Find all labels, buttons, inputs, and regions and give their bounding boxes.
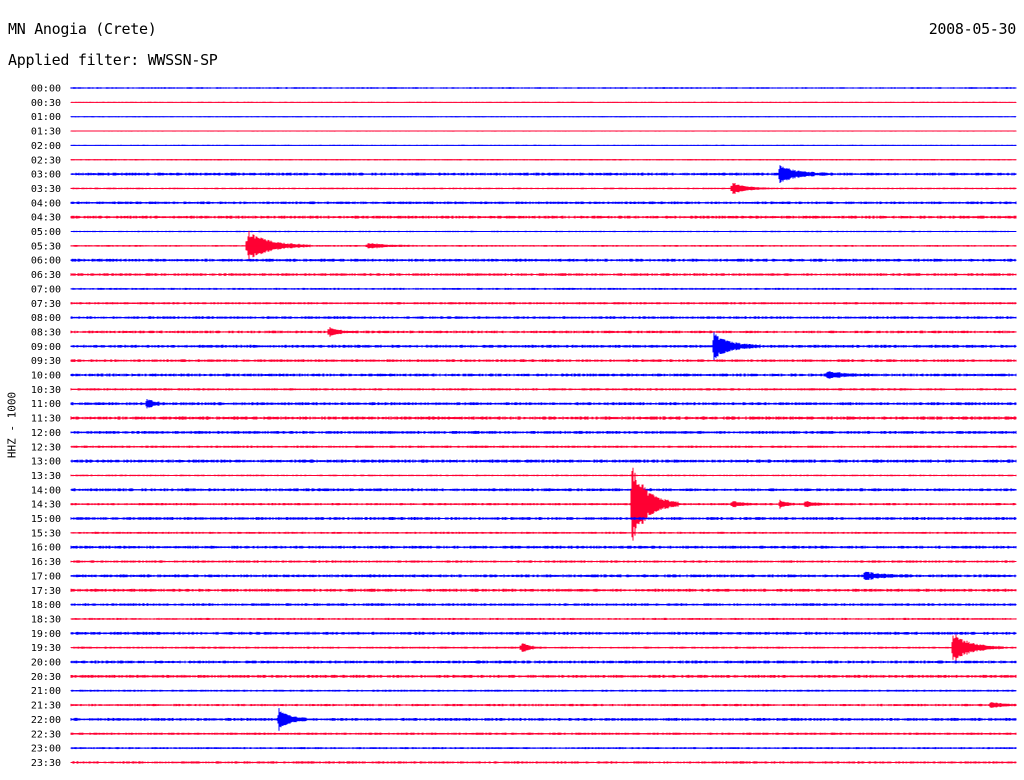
filter-label: Applied filter: WWSSN-SP <box>8 51 218 69</box>
time-tick-label: 09:30 <box>31 356 61 367</box>
time-tick-label: 02:00 <box>31 141 61 152</box>
time-tick-label: 10:00 <box>31 371 61 382</box>
station-title: MN Anogia (Crete) <box>8 20 157 38</box>
time-tick-label: 15:30 <box>31 528 61 539</box>
time-tick-label: 00:30 <box>31 98 61 109</box>
time-tick-label: 02:30 <box>31 155 61 166</box>
seismic-traces <box>70 87 1017 764</box>
time-tick-label: 22:00 <box>31 715 61 726</box>
time-tick-labels: 00:00 00:30 01:00 01:30 02:00 02:30 03:00 03:30… <box>31 84 61 769</box>
time-tick-label: 21:30 <box>31 701 61 712</box>
time-tick-label: 18:00 <box>31 600 61 611</box>
time-tick-label: 20:00 <box>31 658 61 669</box>
time-tick-label: 03:00 <box>31 170 61 181</box>
time-tick-label: 23:30 <box>31 758 61 769</box>
time-tick-label: 06:00 <box>31 256 61 267</box>
time-tick-label: 04:30 <box>31 213 61 224</box>
time-tick-label: 08:00 <box>31 313 61 324</box>
time-tick-label: 11:00 <box>31 399 61 410</box>
time-tick-label: 12:30 <box>31 442 61 453</box>
time-tick-label: 12:00 <box>31 428 61 439</box>
time-tick-label: 07:30 <box>31 299 61 310</box>
time-tick-label: 11:30 <box>31 414 61 425</box>
time-tick-label: 18:30 <box>31 614 61 625</box>
time-tick-label: 13:00 <box>31 457 61 468</box>
time-tick-label: 19:00 <box>31 629 61 640</box>
time-tick-label: 17:00 <box>31 571 61 582</box>
time-tick-label: 21:00 <box>31 686 61 697</box>
time-tick-label: 00:00 <box>31 84 61 95</box>
time-tick-label: 16:30 <box>31 557 61 568</box>
time-tick-label: 20:30 <box>31 672 61 683</box>
time-tick-label: 04:00 <box>31 198 61 209</box>
time-tick-label: 23:00 <box>31 744 61 755</box>
time-tick-label: 17:30 <box>31 586 61 597</box>
time-tick-label: 16:00 <box>31 543 61 554</box>
time-tick-label: 14:30 <box>31 500 61 511</box>
time-tick-label: 09:00 <box>31 342 61 353</box>
time-tick-label: 06:30 <box>31 270 61 281</box>
time-tick-label: 19:30 <box>31 643 61 654</box>
time-tick-label: 14:00 <box>31 485 61 496</box>
time-tick-label: 15:00 <box>31 514 61 525</box>
time-tick-label: 05:00 <box>31 227 61 238</box>
time-tick-label: 03:30 <box>31 184 61 195</box>
time-tick-label: 13:30 <box>31 471 61 482</box>
time-tick-label: 05:30 <box>31 241 61 252</box>
time-tick-label: 08:30 <box>31 327 61 338</box>
time-tick-label: 07:00 <box>31 284 61 295</box>
time-tick-label: 10:30 <box>31 385 61 396</box>
record-date: 2008-05-30 <box>928 20 1017 38</box>
time-tick-label: 01:30 <box>31 127 61 138</box>
time-tick-label: 22:30 <box>31 729 61 740</box>
time-tick-label: 01:00 <box>31 112 61 123</box>
